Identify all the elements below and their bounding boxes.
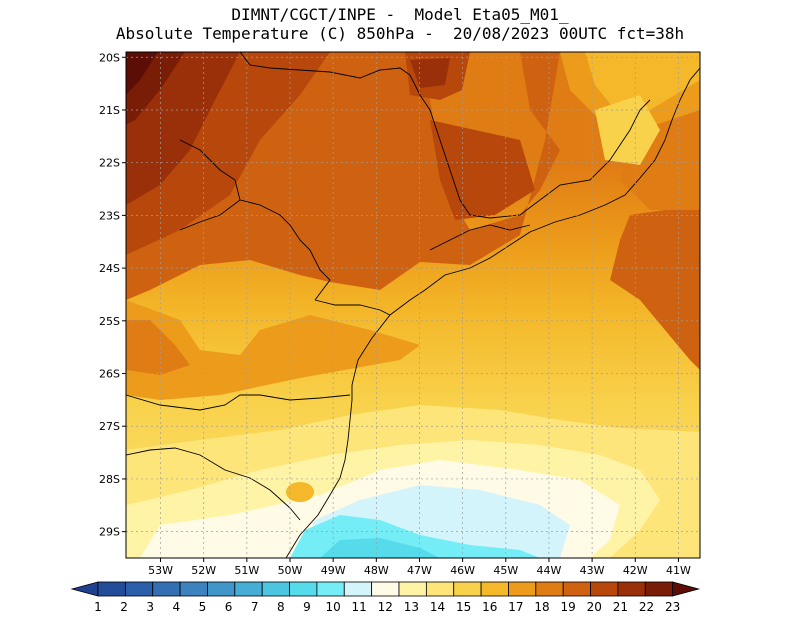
colorbar-label: 5 xyxy=(199,600,207,614)
contour-8C xyxy=(320,538,440,558)
contour-18C-east xyxy=(610,205,700,370)
colorbar-label: 4 xyxy=(173,600,181,614)
contour-19C-central xyxy=(430,120,535,220)
colorbar-segment xyxy=(234,581,263,597)
contour-22C xyxy=(126,52,158,95)
state-border-3 xyxy=(179,199,331,301)
state-border-5 xyxy=(239,52,541,219)
longitude-axis: 53W 52W 51W 50W 49W 48W 47W 46W 45W 44W 43W 42W 41W xyxy=(148,558,691,577)
colorbar-segment xyxy=(316,581,345,597)
state-border-4 xyxy=(314,299,391,316)
lat-label: 21S xyxy=(99,104,120,117)
colorbar-label: 7 xyxy=(251,600,259,614)
latitude-axis: 20S 21S 22S 23S 24S 25S 26S 27S 28S 29S xyxy=(99,51,126,539)
colorbar-label: 11 xyxy=(352,600,367,614)
colorbar-segment xyxy=(453,581,482,597)
lon-label: 42W xyxy=(623,564,648,577)
colorbar-label: 13 xyxy=(404,600,419,614)
map-grid xyxy=(126,52,700,558)
colorbar-segment xyxy=(207,581,236,597)
contour-17C-west xyxy=(126,320,190,375)
contour-20C-ne xyxy=(410,58,450,88)
lon-label: 45W xyxy=(493,564,518,577)
temperature-field xyxy=(126,52,700,558)
colorbar-segment xyxy=(590,581,619,597)
colorbar-label: 2 xyxy=(120,600,128,614)
lon-label: 53W xyxy=(148,564,173,577)
colorbar-label: 21 xyxy=(613,600,628,614)
colorbar-label: 17 xyxy=(508,600,523,614)
colorbar-label: 3 xyxy=(146,600,154,614)
contour-15C-blob xyxy=(286,482,314,502)
lat-label: 29S xyxy=(99,526,120,539)
contour-14C-ne xyxy=(595,95,660,165)
colorbar-label: 23 xyxy=(665,600,680,614)
colorbar-segment xyxy=(617,581,646,597)
colorbar-segment xyxy=(289,581,318,597)
lon-label: 46W xyxy=(450,564,475,577)
colorbar-segment xyxy=(480,581,509,597)
coastline xyxy=(285,67,700,558)
borders-coastline xyxy=(126,52,700,558)
colorbar-segment xyxy=(179,581,208,597)
map-frame xyxy=(125,51,701,559)
state-border-6 xyxy=(179,139,241,201)
state-border-1 xyxy=(126,394,351,411)
colorbar-segment xyxy=(124,581,154,597)
lon-label: 41W xyxy=(666,564,691,577)
colorbar-label: 10 xyxy=(325,600,340,614)
lat-label: 22S xyxy=(99,157,120,170)
colorbar-label: 15 xyxy=(456,600,471,614)
lon-label: 43W xyxy=(580,564,605,577)
colorbar-label: 12 xyxy=(378,600,393,614)
colorbar-segment xyxy=(508,581,537,597)
colorbar-label: 22 xyxy=(639,600,654,614)
lat-label: 20S xyxy=(99,51,120,64)
colorbar-label: 14 xyxy=(430,600,445,614)
lat-label: 24S xyxy=(99,262,120,275)
lat-label: 23S xyxy=(99,209,120,222)
colorbar-label: 1 xyxy=(94,600,102,614)
colorbar-label: 6 xyxy=(225,600,233,614)
title-line-1: DIMNT/CGCT/INPE - Model Eta05_M01_ xyxy=(231,5,569,24)
state-border-7 xyxy=(539,99,651,201)
colorbar-segment xyxy=(644,581,674,597)
colorbar-segment xyxy=(371,581,400,597)
colorbar-arrow-high xyxy=(672,581,701,597)
lat-label: 26S xyxy=(99,368,120,381)
lon-label: 49W xyxy=(321,564,346,577)
colorbar: 1 2 3 4 5 6 7 8 9 10 11 12 13 14 15 16 17 18 19 20 21 22 23 xyxy=(70,581,701,614)
colorbar-segment xyxy=(343,581,373,597)
lon-label: 50W xyxy=(278,564,303,577)
colorbar-label: 16 xyxy=(482,600,497,614)
lat-label: 27S xyxy=(99,420,120,433)
colorbar-arrow-low xyxy=(70,581,99,597)
lon-label: 48W xyxy=(364,564,389,577)
lat-label: 28S xyxy=(99,473,120,486)
contour-16C-west xyxy=(126,300,420,400)
colorbar-segment xyxy=(97,581,126,597)
contour-15C-ne xyxy=(585,52,700,110)
state-border-2 xyxy=(126,447,301,521)
colorbar-segment xyxy=(152,581,181,597)
lon-label: 47W xyxy=(407,564,432,577)
colorbar-label: 20 xyxy=(587,600,602,614)
lon-label: 52W xyxy=(191,564,216,577)
colorbar-segment xyxy=(398,581,427,597)
state-border-8 xyxy=(429,224,531,251)
colorbar-label: 8 xyxy=(277,600,285,614)
lon-label: 44W xyxy=(537,564,562,577)
colorbar-segment xyxy=(535,581,564,597)
lat-label: 25S xyxy=(99,315,120,328)
colorbar-label: 9 xyxy=(303,600,311,614)
colorbar-label: 19 xyxy=(561,600,576,614)
colorbar-segment xyxy=(261,581,290,597)
colorbar-segment xyxy=(562,581,591,597)
colorbar-label: 18 xyxy=(534,600,549,614)
title-line-2: Absolute Temperature (C) 850hPa - 20/08/… xyxy=(115,24,685,43)
colorbar-segment xyxy=(425,581,455,597)
lon-label: 51W xyxy=(234,564,259,577)
